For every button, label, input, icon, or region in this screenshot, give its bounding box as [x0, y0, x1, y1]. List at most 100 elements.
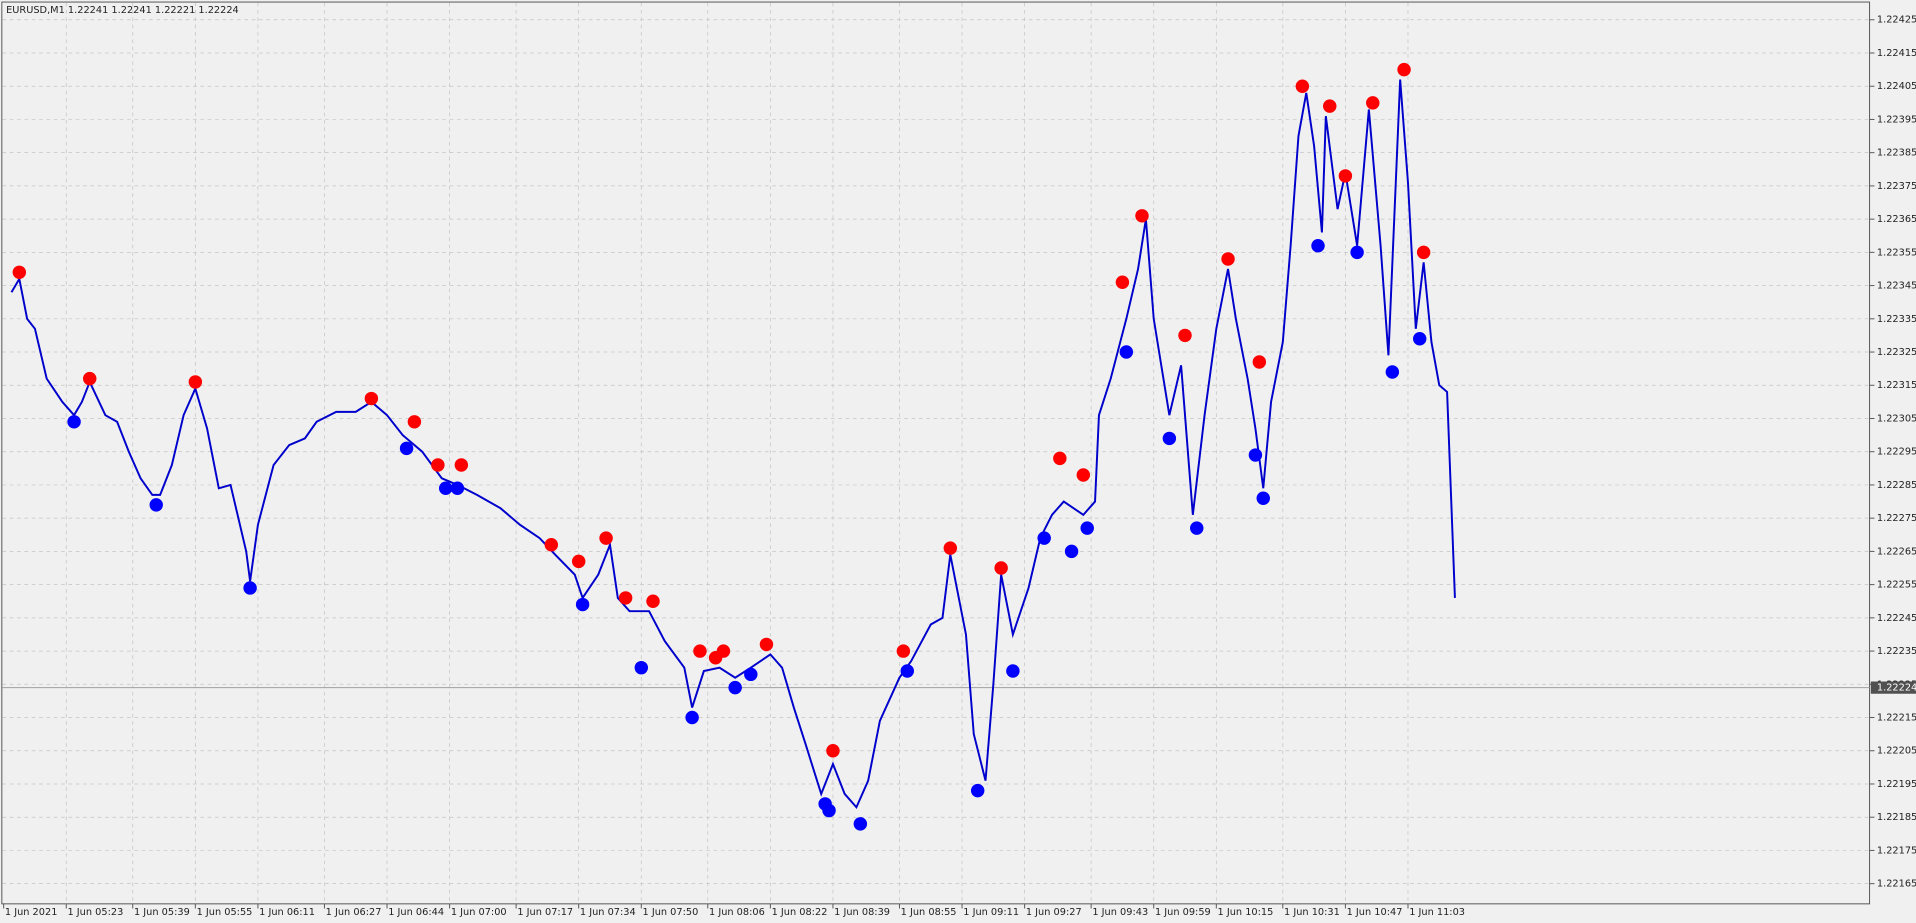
x-tick-label: 1 Jun 05:39	[134, 907, 190, 918]
x-tick-label: 1 Jun 08:22	[772, 907, 828, 918]
y-tick-label: 1.22425	[1877, 15, 1916, 26]
y-tick-label: 1.22185	[1877, 812, 1916, 823]
signal-dot	[1190, 521, 1204, 535]
x-tick-label: 1 Jun 07:50	[643, 907, 699, 918]
signal-dot	[1385, 365, 1400, 379]
y-tick-label: 1.22315	[1877, 380, 1916, 391]
signal-dot	[67, 415, 81, 429]
signal-dot	[149, 498, 163, 512]
signal-dot	[544, 538, 559, 552]
chart-title: EURUSD,M1 1.22241 1.22241 1.22221 1.2222…	[6, 5, 239, 16]
signal-dot	[1135, 209, 1149, 223]
signal-dot	[943, 541, 958, 555]
signal-dot	[454, 458, 469, 472]
signal-dot	[1119, 345, 1134, 359]
signal-dot	[243, 581, 257, 595]
signal-dot	[896, 644, 911, 658]
signal-dot	[83, 371, 97, 386]
x-tick-label: 1 Jun 07:34	[580, 907, 636, 918]
y-tick-label: 1.22345	[1877, 281, 1916, 292]
signal-dot	[438, 481, 453, 495]
signal-dot	[1412, 332, 1427, 346]
y-tick-label: 1.22165	[1877, 879, 1916, 890]
x-tick-label: 1 Jun 05:55	[197, 907, 253, 918]
signal-dot	[1295, 79, 1310, 93]
signal-dot	[1178, 328, 1192, 343]
signal-dot	[634, 660, 649, 675]
signal-dot	[693, 644, 707, 658]
signal-dot	[1252, 355, 1267, 369]
signal-dot	[407, 415, 422, 429]
signal-dot	[1338, 169, 1353, 183]
signal-dot	[1248, 448, 1263, 462]
signal-dot	[1221, 252, 1235, 266]
signal-dot	[759, 637, 774, 652]
y-tick-label: 1.22355	[1877, 247, 1916, 258]
y-tick-label: 1.22175	[1877, 845, 1916, 856]
y-tick-label: 1.22265	[1877, 546, 1916, 557]
y-tick-label: 1.22245	[1877, 613, 1916, 624]
signal-dot	[1080, 521, 1094, 535]
signal-dot	[744, 667, 758, 682]
y-tick-label: 1.22335	[1877, 314, 1916, 325]
y-tick-label: 1.22295	[1877, 447, 1916, 458]
signal-dot	[1350, 245, 1364, 260]
signal-dot	[1311, 238, 1325, 253]
y-tick-label: 1.22215	[1877, 713, 1916, 724]
signal-dot	[1053, 451, 1067, 466]
x-tick-label: 1 Jun 2021	[5, 907, 58, 918]
signal-dot	[571, 554, 586, 569]
x-tick-label: 1 Jun 11:03	[1409, 907, 1465, 918]
y-tick-label: 1.22285	[1877, 480, 1916, 491]
signal-dot	[399, 441, 414, 456]
x-tick-label: 1 Jun 06:11	[259, 907, 315, 918]
signal-dot	[900, 664, 914, 678]
signal-dot	[618, 591, 633, 605]
x-tick-label: 1 Jun 06:44	[388, 907, 444, 918]
y-tick-label: 1.22395	[1877, 114, 1916, 125]
y-tick-label: 1.22375	[1877, 181, 1916, 192]
signal-dot	[1323, 99, 1337, 113]
y-tick-label: 1.22305	[1877, 413, 1916, 424]
signal-dot	[1064, 544, 1079, 559]
last-price-label: 1.22224	[1877, 683, 1916, 694]
x-tick-label: 1 Jun 05:23	[67, 907, 123, 918]
signal-dot	[994, 561, 1008, 575]
signal-dot	[853, 817, 868, 831]
signal-dot	[1397, 62, 1411, 77]
x-tick-label: 1 Jun 07:17	[517, 907, 573, 918]
signal-dot	[1006, 664, 1020, 678]
x-tick-label: 1 Jun 10:47	[1347, 907, 1403, 918]
x-tick-label: 1 Jun 10:15	[1218, 907, 1274, 918]
y-tick-label: 1.22415	[1877, 48, 1916, 59]
signal-dot	[716, 644, 731, 658]
x-tick-label: 1 Jun 08:55	[901, 907, 957, 918]
y-tick-label: 1.22405	[1877, 81, 1916, 92]
y-tick-label: 1.22195	[1877, 779, 1916, 790]
signal-dot	[1162, 431, 1177, 446]
signal-dot	[646, 594, 660, 608]
x-tick-label: 1 Jun 09:43	[1092, 907, 1148, 918]
signal-dot	[431, 458, 445, 472]
signal-dot	[1256, 491, 1270, 505]
signal-dot	[188, 375, 203, 389]
x-tick-label: 1 Jun 08:06	[709, 907, 765, 918]
y-tick-label: 1.22365	[1877, 214, 1916, 225]
signal-dot	[12, 265, 27, 280]
signal-dot	[364, 391, 379, 406]
signal-dot	[822, 803, 836, 818]
x-tick-label: 1 Jun 10:31	[1284, 907, 1340, 918]
x-tick-label: 1 Jun 07:00	[451, 907, 507, 918]
x-tick-label: 1 Jun 09:59	[1155, 907, 1211, 918]
plot-frame	[1, 1, 1871, 905]
y-tick-label: 1.22275	[1877, 513, 1916, 524]
x-tick-label: 1 Jun 08:39	[834, 907, 890, 918]
signal-dot	[575, 597, 590, 612]
signal-dot	[685, 710, 699, 725]
signal-dot	[728, 680, 742, 695]
signal-dot	[1115, 275, 1130, 289]
signal-dot	[599, 531, 613, 545]
